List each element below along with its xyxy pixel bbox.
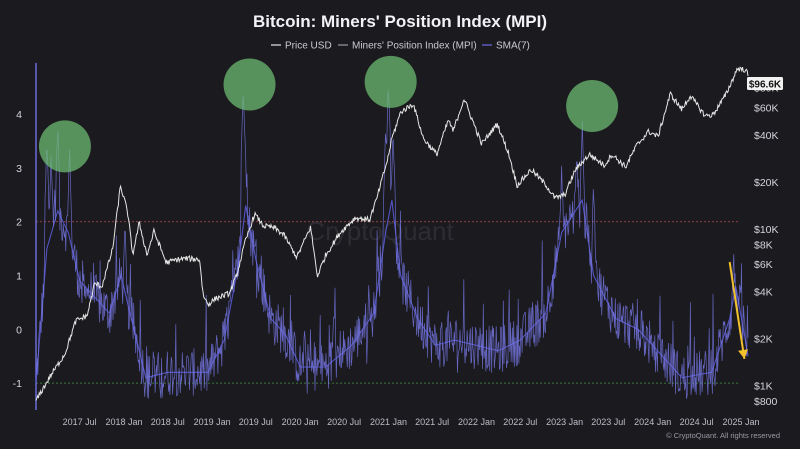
highlight-arrow-head [738, 349, 748, 359]
x-tick-label: 2023 Jul [591, 417, 625, 427]
legend-label-price: Price USD [285, 41, 332, 52]
left-tick-label: 2 [16, 217, 22, 229]
legend-item-mpi[interactable]: Miners' Position Index (MPI) [338, 41, 477, 52]
highlight-circle-4 [566, 80, 619, 133]
left-tick-label: 4 [16, 109, 22, 121]
price-badge-box [747, 77, 783, 90]
x-tick-label: 2017 Jul [63, 417, 97, 427]
x-axis-ticks: 2017 Jul 2018 Jan 2018 Jul 2019 Jan 2019 Jul… [63, 417, 760, 427]
price-line [35, 66, 749, 401]
x-tick-label: 2018 Jan [106, 417, 143, 427]
legend-item-price[interactable]: Price USD [271, 41, 332, 52]
x-tick-label: 2022 Jan [458, 417, 495, 427]
x-tick-label: 2020 Jan [282, 417, 319, 427]
highlight-circle-1 [38, 120, 91, 173]
x-tick-label: 2019 Jan [194, 417, 231, 427]
right-tick-label: $4K [754, 286, 773, 298]
x-tick-label: 2025 Jan [722, 417, 759, 427]
left-tick-label: 0 [16, 324, 22, 336]
credit-text: © CryptoQuant. All rights reserved [666, 431, 780, 440]
right-tick-label: $6K [754, 259, 773, 271]
x-tick-label: 2019 Jul [239, 417, 273, 427]
price-badge-label: $96.6K [749, 79, 782, 90]
legend-label-mpi: Miners' Position Index (MPI) [352, 41, 477, 52]
left-axis-ticks: -1 0 1 2 3 4 [13, 109, 23, 390]
legend-item-sma[interactable]: SMA(7) [482, 41, 530, 52]
x-tick-label: 2021 Jul [415, 417, 449, 427]
right-tick-label: $1K [754, 381, 773, 393]
highlight-circle-3 [364, 55, 417, 108]
legend: Price USD Miners' Position Index (MPI) S… [271, 41, 530, 52]
left-tick-label: -1 [13, 378, 22, 390]
x-tick-label: 2024 Jan [634, 417, 671, 427]
x-tick-label: 2024 Jul [680, 417, 714, 427]
right-tick-label: $40K [754, 130, 779, 142]
right-tick-label: $20K [754, 177, 779, 189]
x-tick-label: 2021 Jan [370, 417, 407, 427]
right-tick-label: $800 [754, 396, 778, 408]
price-series [35, 66, 749, 401]
highlight-annotations [38, 55, 748, 360]
highlight-circle-2 [223, 58, 276, 111]
right-tick-label: $10K [754, 224, 779, 236]
x-tick-label: 2018 Jul [151, 417, 185, 427]
chart-title: Bitcoin: Miners' Position Index (MPI) [253, 12, 547, 31]
legend-label-sma: SMA(7) [496, 41, 530, 52]
x-tick-label: 2023 Jan [546, 417, 583, 427]
mpi-line [35, 90, 749, 399]
right-tick-label: $2K [754, 334, 773, 346]
watermark: CryptoQuant [306, 216, 454, 246]
x-tick-label: 2022 Jul [503, 417, 537, 427]
left-tick-label: 1 [16, 271, 22, 283]
right-tick-label: $8K [754, 239, 773, 251]
right-tick-label: $60K [754, 102, 779, 114]
price-badge: $96.6K [747, 77, 783, 90]
x-tick-label: 2020 Jul [327, 417, 361, 427]
mpi-series [35, 90, 749, 399]
left-tick-label: 3 [16, 163, 22, 175]
highlight-arrow-shaft [728, 261, 746, 360]
